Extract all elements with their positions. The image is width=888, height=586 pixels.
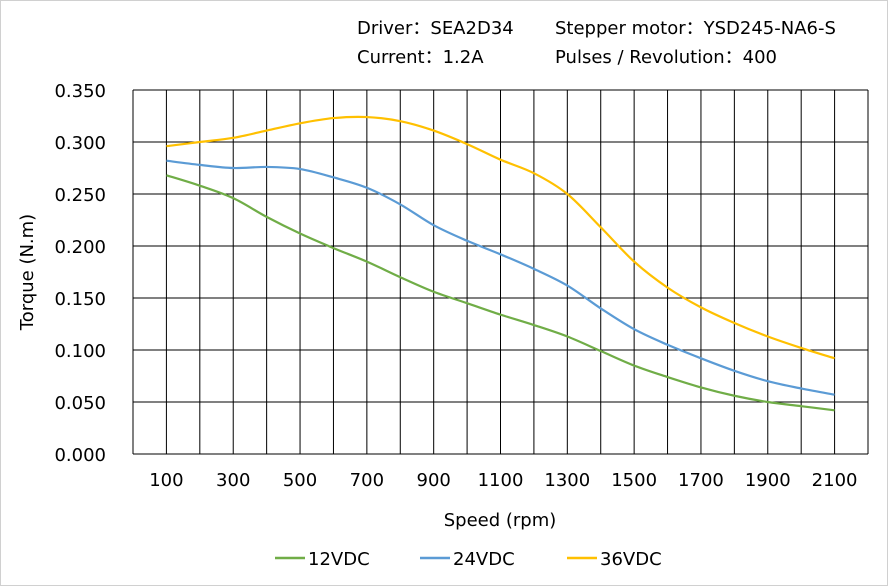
series-line-12VDC [166, 174, 835, 412]
motor-label: Stepper motor：YSD245-NA6-S [555, 18, 836, 39]
legend-label: 12VDC [308, 549, 370, 570]
y-tick-label: 0.300 [54, 133, 106, 154]
x-tick-label: 2100 [812, 470, 858, 491]
y-tick-label: 0.350 [54, 81, 106, 102]
x-tick-label: 700 [350, 470, 384, 491]
pulses-label: Pulses / Revolution：400 [555, 47, 777, 68]
y-tick-label: 0.200 [54, 237, 106, 258]
x-axis-label: Speed (rpm) [444, 510, 557, 531]
x-tick-label: 900 [417, 470, 451, 491]
x-tick-label: 1900 [745, 470, 791, 491]
x-tick-label: 500 [283, 470, 317, 491]
y-tick-label: 0.100 [54, 341, 106, 362]
y-tick-labels: 0.000 0.050 0.100 0.150 0.200 0.250 0.300 0.350 [54, 81, 106, 466]
series-line-24VDC [166, 159, 835, 396]
grid [132, 89, 869, 455]
x-tick-label: 100 [149, 470, 183, 491]
x-tick-labels: 100 300 500 700 900 1100 1300 1500 1700 1900 2100 [149, 470, 857, 491]
legend-label: 36VDC [600, 549, 662, 570]
current-label: Current：1.2A [357, 47, 484, 68]
x-tick-label: 1100 [478, 470, 524, 491]
x-tick-label: 300 [216, 470, 250, 491]
legend-label: 24VDC [453, 549, 515, 570]
y-tick-label: 0.050 [54, 393, 106, 414]
y-tick-label: 0.000 [54, 445, 106, 466]
x-tick-label: 1700 [678, 470, 724, 491]
series-lines [166, 115, 835, 412]
x-tick-label: 1500 [611, 470, 657, 491]
x-tick-label: 1300 [544, 470, 590, 491]
legend: 12VDC 24VDC 36VDC [275, 549, 662, 570]
driver-label: Driver：SEA2D34 [357, 18, 514, 39]
series-line-36VDC [166, 115, 835, 360]
y-tick-label: 0.150 [54, 289, 106, 310]
y-tick-label: 0.250 [54, 185, 106, 206]
y-axis-label: Torque (N.m) [17, 214, 38, 331]
